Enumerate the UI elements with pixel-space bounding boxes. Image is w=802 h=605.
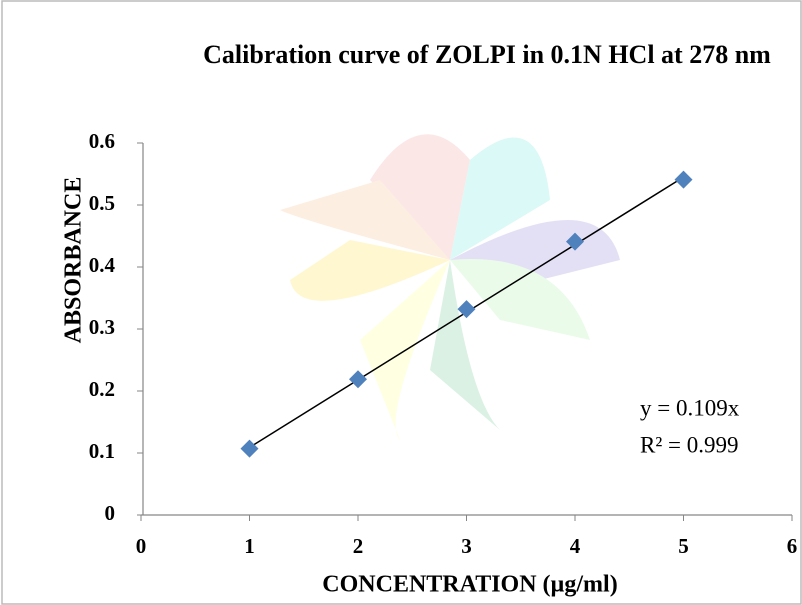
page: ABSORBANCE CONCENTRATION (µg/ml) y = 0.1… — [0, 0, 802, 605]
x-tick-label: 5 — [678, 534, 689, 558]
chart: ABSORBANCE CONCENTRATION (µg/ml) y = 0.1… — [0, 0, 802, 605]
y-tick-label: 0 — [105, 501, 116, 525]
watermark — [280, 134, 620, 440]
trendline-equation: y = 0.109x — [640, 395, 740, 420]
y-tick-label: 0.2 — [89, 377, 115, 401]
trendline-r-squared: R² = 0.999 — [640, 432, 738, 457]
y-tick-label: 0.3 — [89, 315, 115, 339]
x-tick-label: 0 — [136, 534, 147, 558]
x-axis-label: CONCENTRATION (µg/ml) — [322, 572, 617, 598]
y-tick-label: 0.5 — [89, 191, 115, 215]
x-tick-label: 2 — [353, 534, 364, 558]
x-tick-label: 6 — [787, 534, 798, 558]
y-tick-label: 0.6 — [89, 129, 115, 153]
x-tick-label: 4 — [570, 534, 581, 558]
x-tick-label: 1 — [244, 534, 255, 558]
y-tick-label: 0.4 — [89, 253, 116, 277]
data-point — [675, 171, 693, 189]
x-tick-label: 3 — [461, 534, 472, 558]
y-axis-label: ABSORBANCE — [61, 177, 87, 344]
data-point — [241, 440, 259, 458]
chart-title: Calibration curve of ZOLPI in 0.1N HCl a… — [172, 38, 802, 71]
y-tick-label: 0.1 — [89, 439, 115, 463]
data-point — [349, 370, 367, 388]
chart-border — [2, 1, 801, 604]
